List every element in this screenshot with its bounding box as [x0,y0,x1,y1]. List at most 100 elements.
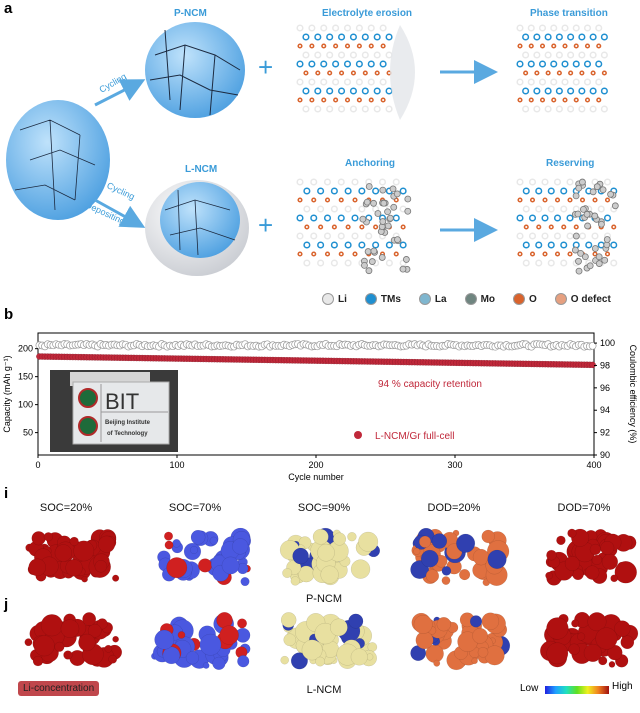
atom [317,259,325,267]
particle [282,568,293,579]
particle [54,641,65,652]
coating-atom [404,195,412,203]
particle [73,540,95,562]
atom [317,205,325,213]
state-header-5: DOD=70% [557,502,611,514]
atom [553,232,562,240]
atom [324,251,331,257]
y-tick-label: 50 [23,428,33,438]
coating-atom [386,214,394,222]
atom [567,87,575,95]
coating-atom [379,186,387,194]
atom [352,197,358,203]
atom [597,205,605,213]
atom-icon [322,293,334,305]
atom [596,43,602,49]
inset-line2: of Technology [107,431,148,437]
particle [189,545,199,555]
atom [541,232,549,240]
atom [350,70,356,76]
particle [280,655,290,665]
particle [31,531,46,546]
atom [578,105,586,113]
coating-atom [359,215,367,223]
atom [573,43,579,49]
coating-atom [584,222,591,230]
atom [338,105,346,113]
coating-atom [365,267,373,275]
y2-axis-label: Coulombic efficiency (%) [628,345,638,444]
panel-i-label: i [4,485,9,502]
particle [584,565,600,580]
particle [477,647,489,658]
atom [349,87,357,95]
l-ncm-row-label: L-NCM [306,684,342,696]
atom [296,232,304,240]
x-axis-label: Cycle number [288,472,344,482]
atom [516,78,524,86]
atom [314,33,322,41]
atom [516,24,524,32]
p-ncm-particle [145,22,245,118]
atom [302,51,310,59]
particle [280,612,297,628]
atom [604,197,611,203]
atom [379,24,387,32]
atom [528,214,537,222]
particle [484,645,505,666]
atom [555,33,563,41]
atom [337,232,345,240]
capacity-chart: 0 100 200 300 400 50 100 150 200 90 92 94 96 98 100 Cy… [2,332,638,482]
particle [472,627,489,644]
particle [556,535,566,546]
panel-j-label: j [4,596,9,613]
atom [547,241,555,249]
li-map-l-ncm-5 [539,611,639,668]
particle [104,644,113,653]
atom [601,70,607,76]
atom [600,105,608,113]
coating-atom [572,232,580,240]
atom [539,43,546,49]
coating-atom [586,262,594,270]
particle [112,635,119,643]
atom [528,232,537,240]
atom [314,87,322,95]
coating-atom [607,190,614,198]
atom [555,87,563,95]
atom [367,60,375,68]
atom [373,105,381,113]
atom [547,187,555,195]
atom [545,70,551,76]
atom [351,232,359,240]
atom [302,105,310,113]
particle [78,633,96,652]
capacity-point [589,361,596,369]
particle [28,558,47,577]
atom [333,43,339,49]
coating-atom [583,210,591,218]
particle [436,616,452,632]
atom [355,24,363,32]
atom [309,43,315,49]
atom [522,105,530,113]
atom [538,24,547,32]
atom [297,97,303,103]
atom [611,224,617,230]
atom [380,97,386,103]
atom [527,78,535,86]
atom [338,197,344,203]
atom [592,251,598,257]
coating-atom [581,253,589,261]
coating-atom [591,212,599,220]
atom [527,60,535,68]
atom [323,232,332,240]
particle [568,643,580,656]
particle [112,574,120,582]
atom [296,60,304,68]
atom [400,224,406,230]
atom [544,87,552,95]
atom [373,51,381,59]
legend-item-o: O [513,293,537,305]
atom [393,251,399,257]
